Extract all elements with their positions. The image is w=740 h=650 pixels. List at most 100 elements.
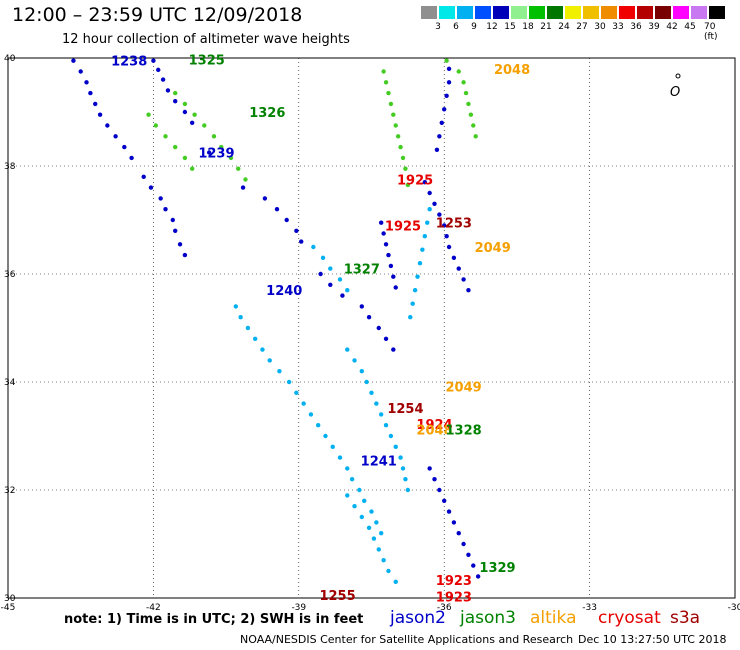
observation-point <box>156 67 161 73</box>
observation-point <box>71 58 76 63</box>
scale-label: 27 <box>576 22 588 32</box>
observation-point <box>388 433 394 439</box>
y-tick-label: 36 <box>4 270 16 280</box>
scale-swatch <box>565 6 581 19</box>
observation-point <box>323 433 328 439</box>
observation-point <box>189 120 195 126</box>
observation-point <box>378 220 384 225</box>
observation-point <box>408 315 413 320</box>
observation-point <box>427 190 432 196</box>
observation-point <box>415 274 420 279</box>
pass-time-label: 1923 <box>436 574 472 589</box>
observation-point <box>381 231 386 236</box>
observation-point <box>294 228 299 233</box>
observation-point <box>461 80 466 85</box>
pass-time-label: 1925 <box>385 219 421 234</box>
observation-point <box>473 134 478 139</box>
observation-point <box>442 223 447 228</box>
scale-swatch <box>673 6 689 19</box>
observation-point <box>391 274 396 279</box>
scale-swatch <box>493 6 509 19</box>
pass-time-label: 1923 <box>436 590 472 605</box>
x-tick-label: -39 <box>291 603 306 613</box>
scale-label: 45 <box>684 22 696 32</box>
observation-point <box>113 134 118 139</box>
x-tick-label: -30 <box>728 603 740 613</box>
observation-point <box>192 112 197 117</box>
observation-point <box>366 525 372 530</box>
pass-time-label: 2048 <box>416 424 452 439</box>
y-tick-label: 30 <box>4 594 16 604</box>
observation-point <box>330 444 335 449</box>
observation-point <box>434 147 440 152</box>
observation-point <box>160 77 166 82</box>
observation-point <box>315 423 321 428</box>
scale-swatch <box>691 6 707 19</box>
y-tick-label: 34 <box>4 378 16 388</box>
observation-point <box>405 182 411 188</box>
observation-point <box>471 563 476 568</box>
observation-point <box>400 155 406 161</box>
pass-time-label: 1924 <box>416 418 452 433</box>
observation-point <box>371 536 377 541</box>
observation-point <box>267 358 272 363</box>
observation-point <box>359 369 365 374</box>
x-tick-label: -42 <box>146 603 161 613</box>
scale-swatch <box>601 6 617 19</box>
observation-point <box>456 531 461 536</box>
observation-point <box>182 101 188 107</box>
observation-point <box>240 185 246 190</box>
observation-point <box>398 144 403 150</box>
observation-point <box>444 58 449 63</box>
observation-point <box>105 123 110 128</box>
observation-point <box>362 498 367 503</box>
observation-point <box>374 401 379 406</box>
observation-point <box>357 487 362 493</box>
scale-swatch <box>655 6 671 19</box>
observation-point <box>243 177 248 182</box>
pass-time-label: 1255 <box>319 589 355 604</box>
observation-point <box>345 288 350 293</box>
observation-point <box>345 466 350 471</box>
observation-point <box>219 144 224 150</box>
observation-point <box>274 207 280 212</box>
scale-label: 70 (ft) <box>704 22 718 42</box>
observation-point <box>420 247 425 252</box>
scale-label: 42 <box>666 22 678 32</box>
x-tick-label: -36 <box>437 603 452 613</box>
scale-label: 12 <box>486 22 498 32</box>
observation-point <box>417 261 423 266</box>
map-marker <box>675 73 681 79</box>
observation-point <box>129 155 134 161</box>
scale-label: 24 <box>558 22 570 32</box>
observation-point <box>202 123 207 128</box>
observation-point <box>163 207 168 212</box>
observation-point <box>422 180 428 185</box>
y-tick-label: 40 <box>4 54 16 64</box>
legend-altika: altika <box>530 608 577 628</box>
observation-point <box>405 487 411 493</box>
observation-point <box>461 541 466 547</box>
observation-point <box>286 379 292 385</box>
observation-point <box>403 166 408 171</box>
scale-label: 15 <box>504 22 516 32</box>
pass-time-label: 1326 <box>249 106 285 121</box>
scale-swatch <box>421 6 437 19</box>
observation-point <box>393 444 398 449</box>
observation-point <box>398 455 403 460</box>
source-credit: NOAA/NESDIS Center for Satellite Applica… <box>240 633 574 646</box>
observation-point <box>427 466 432 471</box>
observation-point <box>446 80 452 85</box>
observation-point <box>301 401 306 406</box>
observation-point <box>383 423 389 428</box>
observation-point <box>163 134 168 139</box>
observation-point <box>383 336 389 341</box>
observation-point <box>328 282 333 287</box>
observation-point <box>148 185 154 190</box>
plot-frame <box>7 57 736 599</box>
observation-point <box>374 520 379 525</box>
observation-point <box>173 228 178 233</box>
pass-time-label: 1239 <box>198 147 234 162</box>
observation-point <box>432 201 437 206</box>
observation-point <box>381 558 386 563</box>
